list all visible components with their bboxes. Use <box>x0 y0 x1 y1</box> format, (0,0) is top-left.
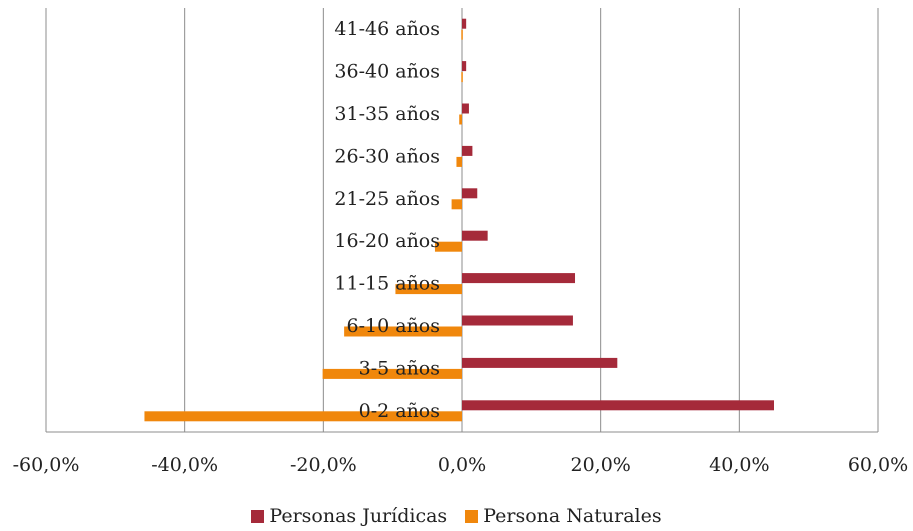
category-label-4: 16-20 años <box>334 230 440 252</box>
x-tick-label-2: -20,0% <box>290 454 357 476</box>
bar-naturales-8 <box>461 72 463 83</box>
legend-item-juridicas: Personas Jurídicas <box>251 505 447 527</box>
bar-naturales-7 <box>459 114 462 125</box>
category-label-6: 26-30 años <box>334 145 440 167</box>
bar-naturales-0 <box>144 411 462 422</box>
category-label-9: 41-46 años <box>334 18 440 40</box>
bar-juridicas-6 <box>462 145 473 156</box>
bar-juridicas-2 <box>462 315 573 326</box>
bar-naturales-2 <box>344 326 462 337</box>
bar-naturales-3 <box>395 284 462 295</box>
bar-chart: 0-2 años 3-5 años 6-10 años 11-15 años 16-20… <box>13 8 908 476</box>
bar-juridicas-1 <box>462 357 618 368</box>
bar-naturales-4 <box>434 241 462 252</box>
bar-naturales-6 <box>456 156 462 167</box>
legend-label-naturales: Persona Naturales <box>483 505 662 527</box>
category-label-3: 11-15 años <box>334 273 440 295</box>
category-label-1: 3-5 años <box>359 357 440 379</box>
legend-label-juridicas: Personas Jurídicas <box>269 505 448 527</box>
legend-swatch-juridicas <box>251 509 265 523</box>
bar-naturales-9 <box>461 29 463 40</box>
legend-item-naturales: Persona Naturales <box>465 505 662 527</box>
bar-juridicas-9 <box>462 18 467 29</box>
category-label-8: 36-40 años <box>334 61 440 83</box>
category-label-5: 21-25 años <box>334 188 440 210</box>
bar-juridicas-7 <box>462 103 469 114</box>
x-tick-label-1: -40,0% <box>151 454 218 476</box>
category-label-7: 31-35 años <box>334 103 440 125</box>
bar-juridicas-3 <box>462 273 576 284</box>
bar-juridicas-5 <box>462 188 478 199</box>
x-tick-label-5: 40,0% <box>709 454 769 476</box>
x-tick-label-4: 20,0% <box>570 454 630 476</box>
bar-juridicas-8 <box>462 61 467 72</box>
bar-juridicas-0 <box>462 400 774 411</box>
category-label-2: 6-10 años <box>347 315 440 337</box>
bar-naturales-1 <box>322 368 462 379</box>
category-label-0: 0-2 años <box>359 400 440 422</box>
x-tick-label-6: 60,0% <box>848 454 908 476</box>
x-tick-label-0: -60,0% <box>13 454 80 476</box>
x-tick-label-3: 0,0% <box>438 454 486 476</box>
legend-swatch-naturales <box>465 509 479 523</box>
bar-naturales-5 <box>451 199 462 210</box>
bar-juridicas-4 <box>462 230 488 241</box>
legend: Personas Jurídicas Persona Naturales <box>0 505 913 528</box>
